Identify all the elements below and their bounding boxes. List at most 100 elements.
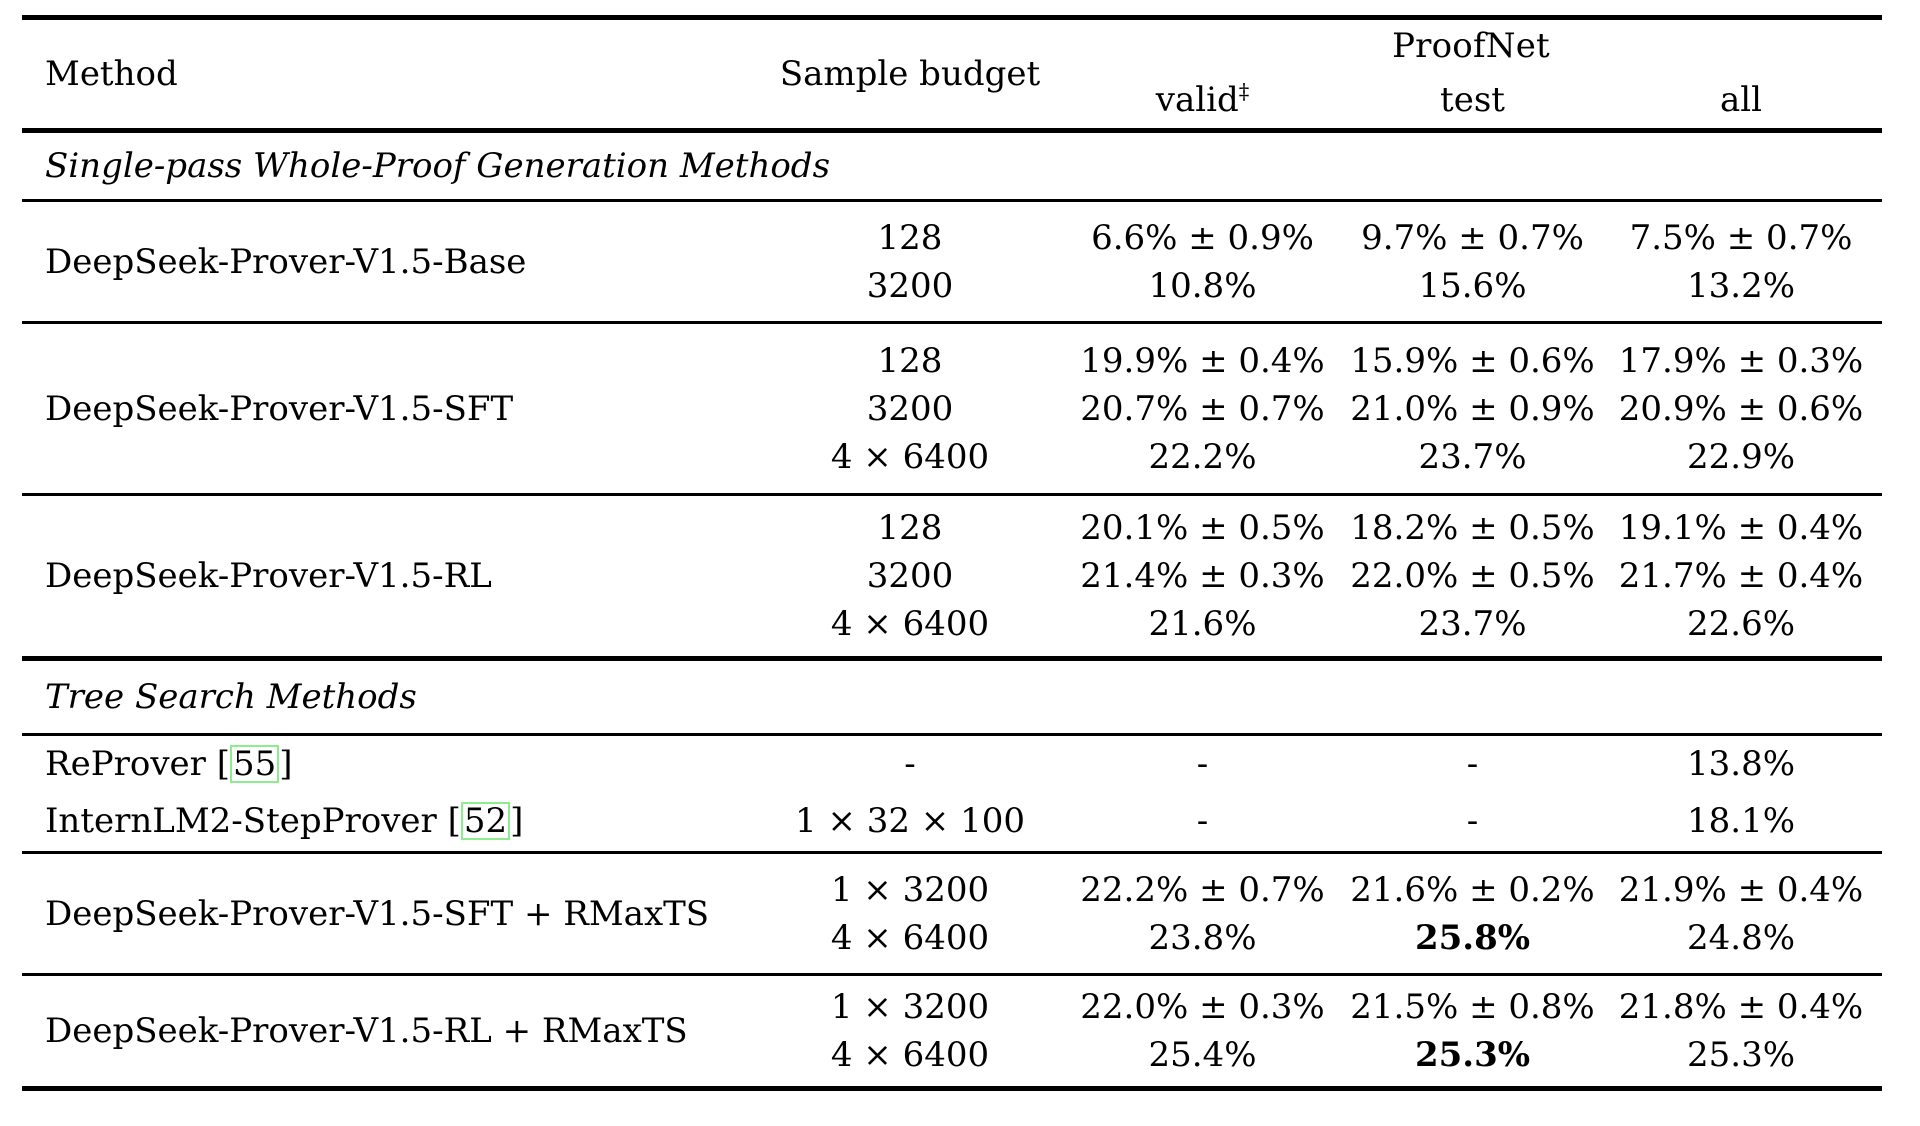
column-group-header-proofnet: ProofNet (1060, 18, 1882, 72)
method-name-rl: DeepSeek-Prover-V1.5-RL (22, 494, 760, 661)
table-cell: 6.6% ± 0.9% (1091, 217, 1314, 258)
valid-cell-sft-rmaxts: 22.2% ± 0.7% 23.8% (1060, 852, 1345, 976)
table-cell: 21.8% ± 0.4% (1618, 987, 1864, 1027)
table-cell: 1 × 3200 (830, 987, 990, 1027)
valid-cell-reprover: - (1196, 743, 1209, 784)
all-cell-sft: 17.9% ± 0.3% 20.9% ± 0.6% 22.9% (1600, 322, 1883, 496)
table-cell: 3200 (866, 388, 954, 429)
table-cell: 19.1% ± 0.4% (1618, 508, 1864, 548)
table-cell: 22.9% (1687, 436, 1796, 477)
all-cell-internlm: 18.1% (1600, 791, 1883, 854)
budget-cell-rl: 128 3200 4 × 6400 (760, 494, 1060, 661)
citation-link-55[interactable]: 55 (229, 744, 280, 783)
method-name-reprover: ReProver [55] (45, 743, 293, 784)
table-cell: 21.6% (1148, 604, 1257, 644)
section-label-tree-search: Tree Search Methods (45, 677, 417, 717)
table-cell-best-value: 25.8% (1414, 917, 1531, 958)
table-cell: 3200 (866, 556, 954, 596)
table-cell: 21.7% ± 0.4% (1618, 556, 1864, 596)
table-cell: 1 × 3200 (830, 869, 990, 910)
valid-cell-rl: 20.1% ± 0.5% 21.4% ± 0.3% 21.6% (1060, 494, 1345, 661)
table-cell: 22.0% ± 0.3% (1080, 987, 1325, 1027)
table-cell: 128 (877, 340, 943, 381)
table-cell: 20.7% ± 0.7% (1080, 388, 1325, 429)
table-cell: 10.8% (1148, 265, 1257, 306)
budget-cell-reprover: - (904, 743, 916, 784)
citation-bracket: ] (510, 801, 524, 842)
section-label-single-pass: Single-pass Whole-Proof Generation Metho… (45, 146, 831, 186)
table-cell: 15.6% (1418, 265, 1527, 306)
method-name-base: DeepSeek-Prover-V1.5-Base (22, 200, 760, 324)
table-cell: 21.6% ± 0.2% (1350, 869, 1595, 910)
table-cell: 22.2% ± 0.7% (1080, 869, 1325, 910)
proofnet-results-table: Method Sample budget ProofNet valid‡ tes… (22, 15, 1883, 1091)
table-cell: 25.3% (1687, 1035, 1796, 1075)
proofnet-group-label: ProofNet (1392, 25, 1550, 66)
method-name-sft-rmaxts: DeepSeek-Prover-V1.5-SFT + RMaxTS (22, 852, 760, 976)
valid-cell-rl-rmaxts: 22.0% ± 0.3% 25.4% (1060, 974, 1345, 1091)
budget-cell-rl-rmaxts: 1 × 3200 4 × 6400 (760, 974, 1060, 1091)
valid-dagger-mark: ‡ (1238, 79, 1250, 104)
section-header-single-pass: Single-pass Whole-Proof Generation Metho… (22, 130, 1883, 202)
test-header-label: test (1440, 79, 1505, 120)
citation-link-52[interactable]: 52 (460, 802, 511, 841)
citation-bracket: ] (279, 743, 293, 784)
table-cell: 4 × 6400 (830, 604, 990, 644)
table-cell: 13.2% (1687, 265, 1796, 306)
test-cell-internlm: - (1345, 791, 1600, 854)
all-cell-rl-rmaxts: 21.8% ± 0.4% 25.3% (1600, 974, 1883, 1091)
column-header-all: all (1600, 71, 1883, 133)
budget-cell-base: 128 3200 (760, 200, 1060, 324)
table-cell: 25.4% (1148, 1035, 1257, 1075)
method-name-rl-rmaxts: DeepSeek-Prover-V1.5-RL + RMaxTS (22, 974, 760, 1091)
table-cell: 21.0% ± 0.9% (1350, 388, 1595, 429)
table-cell: 20.1% ± 0.5% (1080, 508, 1325, 548)
sample-budget-header-label: Sample budget (779, 54, 1041, 94)
table-cell: 19.9% ± 0.4% (1080, 340, 1325, 381)
table-cell: 4 × 6400 (830, 917, 990, 958)
table-cell-best-value: 25.3% (1414, 1035, 1531, 1075)
table-cell: 7.5% ± 0.7% (1629, 217, 1853, 258)
table-cell: 23.7% (1418, 436, 1527, 477)
all-cell-reprover: 13.8% (1687, 743, 1796, 784)
table-cell: 22.6% (1687, 604, 1796, 644)
table-cell: 24.8% (1687, 917, 1796, 958)
table-cell: 23.7% (1418, 604, 1527, 644)
test-cell-rl: 18.2% ± 0.5% 22.0% ± 0.5% 23.7% (1345, 494, 1600, 661)
all-cell-sft-rmaxts: 21.9% ± 0.4% 24.8% (1600, 852, 1883, 976)
column-header-test: test (1345, 71, 1600, 133)
table-cell: 128 (877, 508, 943, 548)
all-cell-base: 7.5% ± 0.7% 13.2% (1600, 200, 1883, 324)
section-header-tree-search: Tree Search Methods (22, 658, 1883, 736)
budget-cell-internlm: 1 × 32 × 100 (760, 791, 1060, 854)
table-cell: 23.8% (1148, 917, 1257, 958)
proofnet-results-table-wrap: Method Sample budget ProofNet valid‡ tes… (22, 15, 1883, 1091)
table-cell: 3200 (866, 265, 954, 306)
method-header-label: Method (45, 54, 178, 94)
table-cell: 4 × 6400 (830, 436, 990, 477)
citation-bracket: [ (216, 743, 230, 784)
table-cell: 22.0% ± 0.5% (1350, 556, 1595, 596)
column-header-valid: valid‡ (1060, 71, 1345, 133)
table-cell: 17.9% ± 0.3% (1618, 340, 1864, 381)
all-cell-rl: 19.1% ± 0.4% 21.7% ± 0.4% 22.6% (1600, 494, 1883, 661)
table-cell: 4 × 6400 (830, 1035, 990, 1075)
budget-cell-sft: 128 3200 4 × 6400 (760, 322, 1060, 496)
table-cell: 21.5% ± 0.8% (1350, 987, 1595, 1027)
valid-cell-base: 6.6% ± 0.9% 10.8% (1060, 200, 1345, 324)
test-cell-sft: 15.9% ± 0.6% 21.0% ± 0.9% 23.7% (1345, 322, 1600, 496)
table-cell: 22.2% (1148, 436, 1257, 477)
table-cell: 21.4% ± 0.3% (1080, 556, 1325, 596)
all-header-label: all (1719, 79, 1763, 120)
table-cell: 9.7% ± 0.7% (1361, 217, 1584, 258)
budget-cell-sft-rmaxts: 1 × 3200 4 × 6400 (760, 852, 1060, 976)
column-header-method: Method (22, 17, 760, 133)
citation-bracket: [ (447, 801, 461, 842)
valid-cell-sft: 19.9% ± 0.4% 20.7% ± 0.7% 22.2% (1060, 322, 1345, 496)
test-cell-sft-rmaxts: 21.6% ± 0.2% 25.8% (1345, 852, 1600, 976)
table-cell: 18.2% ± 0.5% (1350, 508, 1595, 548)
method-name-internlm: InternLM2-StepProver [52] (22, 791, 760, 854)
method-name-sft: DeepSeek-Prover-V1.5-SFT (22, 322, 760, 496)
test-cell-rl-rmaxts: 21.5% ± 0.8% 25.3% (1345, 974, 1600, 1091)
table-cell: 20.9% ± 0.6% (1618, 388, 1864, 429)
